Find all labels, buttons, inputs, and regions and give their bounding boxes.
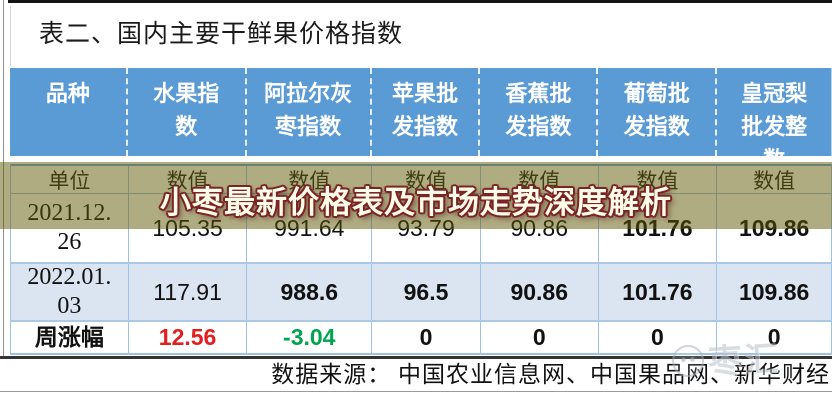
value-cell: 12.56 — [129, 322, 248, 353]
value-cell: 90.86 — [481, 264, 599, 320]
value-cell: 991.64 — [247, 194, 373, 262]
value-cell: -3.04 — [247, 322, 373, 353]
row-label: 2021.12. 26 — [11, 194, 129, 262]
unit-label: 单位 — [11, 166, 129, 193]
value-cell: 101.76 — [599, 194, 718, 262]
value-cell: 988.6 — [247, 264, 373, 320]
value-label: 数值 — [599, 166, 718, 193]
table-row: 周涨幅 12.56 -3.04 0 0 0 0 — [11, 322, 831, 355]
unit-row: 单位 数值 数值 数值 数值 数值 数值 — [11, 164, 831, 194]
value-cell: 93.79 — [372, 194, 481, 262]
value-label: 数值 — [753, 168, 796, 193]
value-cell: 96.5 — [372, 264, 481, 320]
table-row: 2021.12. 26 105.35 991.64 93.79 90.86 101.76 1… — [11, 194, 831, 264]
value-label: 数值 — [129, 166, 248, 193]
table-body: 单位 数值 数值 数值 数值 数值 数值 2021.12. 26 105.35 991.64 93… — [10, 164, 832, 355]
value-cell: 0 — [599, 322, 718, 353]
value-label: 数值 — [247, 166, 373, 193]
row-label: 2022.01. 03 — [11, 264, 129, 320]
value-cell: 0 — [767, 324, 781, 350]
data-source-text: 数据来源： 中国农业信息网、中国果品网、新华财经 — [0, 356, 832, 391]
value-cell: 0 — [372, 322, 481, 353]
value-cell: 0 — [481, 322, 599, 353]
top-border-line — [8, 0, 832, 3]
row-label: 周涨幅 — [11, 322, 129, 353]
value-cell: 109.86 — [738, 214, 810, 241]
column-header: 品种 — [10, 68, 128, 156]
table-row: 2022.01. 03 117.91 988.6 96.5 90.86 101.76 109… — [11, 264, 831, 322]
value-cell: 90.86 — [481, 194, 599, 262]
column-header: 水果指 数 — [128, 68, 247, 156]
column-header: 葡萄批 发指数 — [598, 68, 718, 156]
column-header: 阿拉尔灰 枣指数 — [247, 68, 372, 156]
value-cell: 101.76 — [599, 264, 718, 320]
column-header: 苹果批 发指数 — [372, 68, 481, 156]
bottom-border-line — [0, 391, 832, 392]
column-header: 香蕉批 发指数 — [480, 68, 599, 156]
value-label: 数值 — [481, 166, 599, 193]
column-header: 皇冠梨 批发整 数 — [741, 81, 808, 172]
page-title: 表二、国内主要干鲜果价格指数 — [10, 6, 832, 66]
value-cell: 109.86 — [738, 278, 810, 305]
value-cell: 105.35 — [129, 194, 248, 262]
value-label: 数值 — [372, 166, 481, 193]
left-border-line — [3, 0, 4, 391]
value-cell: 117.91 — [129, 264, 248, 320]
header-row: 品种 水果指 数阿拉尔灰 枣指数 苹果批 发指数 香蕉批 发指数 葡萄批 发指数 皇冠梨 … — [10, 68, 832, 172]
